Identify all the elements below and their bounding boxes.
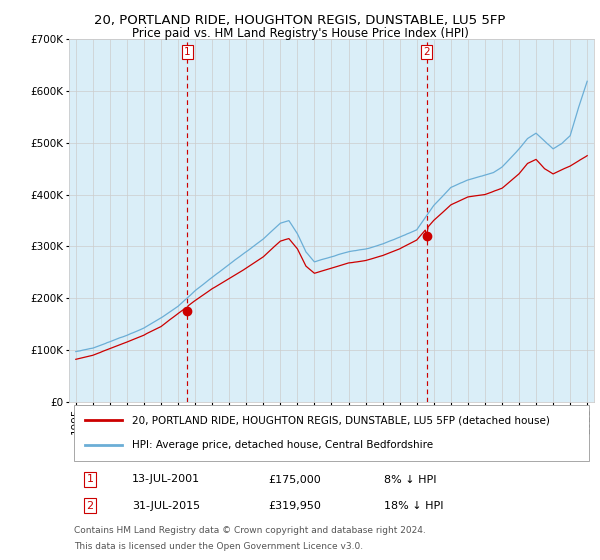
- Text: Price paid vs. HM Land Registry's House Price Index (HPI): Price paid vs. HM Land Registry's House …: [131, 27, 469, 40]
- Text: 13-JUL-2001: 13-JUL-2001: [132, 474, 200, 484]
- Text: 2: 2: [424, 47, 430, 57]
- Text: 8% ↓ HPI: 8% ↓ HPI: [384, 474, 437, 484]
- Bar: [74, 405, 589, 461]
- Text: 2: 2: [86, 501, 94, 511]
- Text: 20, PORTLAND RIDE, HOUGHTON REGIS, DUNSTABLE, LU5 5FP: 20, PORTLAND RIDE, HOUGHTON REGIS, DUNST…: [94, 14, 506, 27]
- Text: 18% ↓ HPI: 18% ↓ HPI: [384, 501, 443, 511]
- Text: 1: 1: [184, 47, 191, 57]
- Text: Contains HM Land Registry data © Crown copyright and database right 2024.: Contains HM Land Registry data © Crown c…: [74, 526, 426, 535]
- Text: HPI: Average price, detached house, Central Bedfordshire: HPI: Average price, detached house, Cent…: [132, 440, 433, 450]
- Text: 20, PORTLAND RIDE, HOUGHTON REGIS, DUNSTABLE, LU5 5FP (detached house): 20, PORTLAND RIDE, HOUGHTON REGIS, DUNST…: [132, 416, 550, 426]
- Text: 31-JUL-2015: 31-JUL-2015: [132, 501, 200, 511]
- Text: This data is licensed under the Open Government Licence v3.0.: This data is licensed under the Open Gov…: [74, 542, 364, 551]
- Text: £319,950: £319,950: [269, 501, 322, 511]
- Text: 1: 1: [86, 474, 94, 484]
- Text: £175,000: £175,000: [269, 474, 321, 484]
